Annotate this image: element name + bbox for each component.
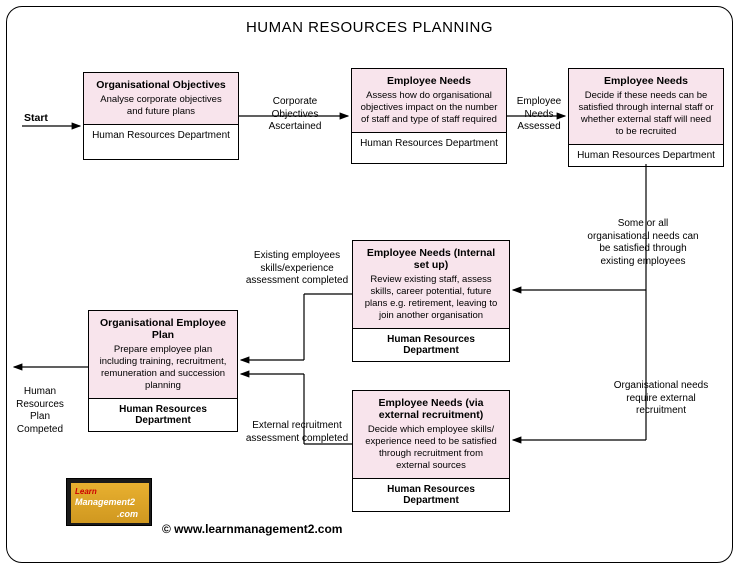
node-title: Employee Needs (577, 75, 715, 87)
node-head: Employee Needs Assess how do organisation… (352, 69, 506, 133)
node-desc: Review existing staff, assess skills, ca… (361, 274, 501, 322)
start-label: Start (24, 112, 48, 124)
node-head: Employee Needs (Internal set up) Review e… (353, 241, 509, 329)
edge-label-external-path: Organisational needs require external re… (612, 380, 710, 418)
node-title: Organisational Employee Plan (97, 317, 229, 341)
node-head: Employee Needs (via external recruitment… (353, 391, 509, 479)
node-dept: Human Resources Department (352, 133, 506, 154)
node-dept: Human Resources Department (569, 145, 723, 166)
node-emp-needs-internal: Employee Needs (Internal set up) Review e… (352, 240, 510, 362)
node-emp-needs-2: Employee Needs Decide if these needs can … (568, 68, 724, 167)
node-desc: Assess how do organisational objectives … (360, 90, 498, 126)
edge-label-external-done: External recruitment assessment complete… (245, 420, 349, 445)
node-emp-needs-1: Employee Needs Assess how do organisation… (351, 68, 507, 164)
node-org-plan: Organisational Employee Plan Prepare empl… (88, 310, 238, 432)
logo-text-2: Management2 (75, 497, 135, 507)
node-dept: Human Resources Department (89, 399, 237, 431)
edge-label-emp-assessed: Employee Needs Assessed (512, 96, 566, 134)
node-emp-needs-ext: Employee Needs (via external recruitment… (352, 390, 510, 512)
node-org-obj: Organisational Objectives Analyse corpora… (83, 72, 239, 160)
node-title: Employee Needs (Internal set up) (361, 247, 501, 271)
node-dept: Human Resources Department (353, 479, 509, 511)
copyright-text: © www.learnmanagement2.com (162, 522, 342, 536)
logo: Learn Management2 .com (66, 478, 152, 526)
node-title: Employee Needs (via external recruitment… (361, 397, 501, 421)
node-desc: Decide if these needs can be satisfied t… (577, 90, 715, 138)
edge-label-existing-done: Existing employees skills/experience ass… (245, 250, 349, 288)
edge-label-internal-path: Some or all organisational needs can be … (586, 218, 700, 268)
node-desc: Decide which employee skills/ experience… (361, 424, 501, 472)
node-title: Organisational Objectives (92, 79, 230, 91)
node-dept: Human Resources Department (84, 125, 238, 146)
logo-text-1: Learn (75, 487, 97, 496)
diagram-title: HUMAN RESOURCES PLANNING (7, 19, 732, 36)
node-dept: Human Resources Department (353, 329, 509, 361)
node-head: Employee Needs Decide if these needs can … (569, 69, 723, 145)
node-desc: Analyse corporate objectives and future … (92, 94, 230, 118)
node-desc: Prepare employee plan including training… (97, 344, 229, 392)
edge-label-corp-obj: Corporate Objectives Ascertained (252, 96, 338, 134)
node-head: Organisational Employee Plan Prepare empl… (89, 311, 237, 399)
edge-label-plan-done: Human Resources Plan Competed (10, 386, 70, 436)
node-title: Employee Needs (360, 75, 498, 87)
node-head: Organisational Objectives Analyse corpora… (84, 73, 238, 125)
logo-inner: Learn Management2 .com (71, 483, 149, 523)
logo-text-3: .com (117, 509, 138, 519)
